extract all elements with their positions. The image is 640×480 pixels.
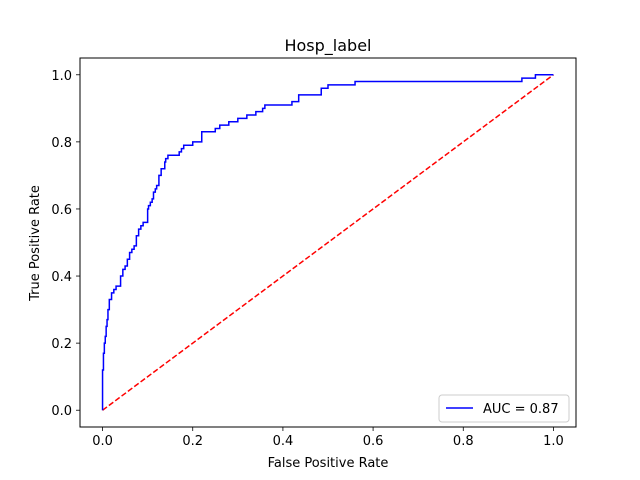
y-tick-label: 1.0	[51, 69, 72, 84]
x-tick-label: 0.0	[92, 434, 113, 449]
chart-title: Hosp_label	[284, 36, 371, 56]
y-axis-label: True Positive Rate	[28, 185, 43, 302]
legend-box	[438, 394, 570, 423]
x-axis-label: False Positive Rate	[268, 456, 389, 471]
y-tick-label: 0.0	[51, 404, 72, 419]
x-axis-ticks: 0.0 0.2 0.4 0.6 0.8 1.0	[92, 427, 564, 449]
legend: AUC = 0.87	[438, 394, 570, 423]
x-tick-label: 0.6	[363, 434, 384, 449]
x-tick-label: 0.2	[182, 434, 203, 449]
y-tick-label: 0.6	[51, 203, 72, 218]
y-tick-label: 0.4	[51, 270, 72, 285]
plot-frame	[79, 57, 577, 428]
legend-label: AUC = 0.87	[483, 402, 559, 417]
roc-curve-line	[101, 74, 554, 411]
y-axis-ticks: 0.0 0.2 0.4 0.6 0.8 1.0	[51, 69, 80, 419]
y-tick-label: 0.8	[51, 136, 72, 151]
x-tick-label: 0.8	[453, 434, 474, 449]
chance-diagonal-line	[102, 74, 554, 411]
x-tick-label: 0.4	[273, 434, 294, 449]
x-tick-label: 1.0	[543, 434, 564, 449]
y-tick-label: 0.2	[51, 337, 72, 352]
plot-area	[101, 74, 554, 411]
